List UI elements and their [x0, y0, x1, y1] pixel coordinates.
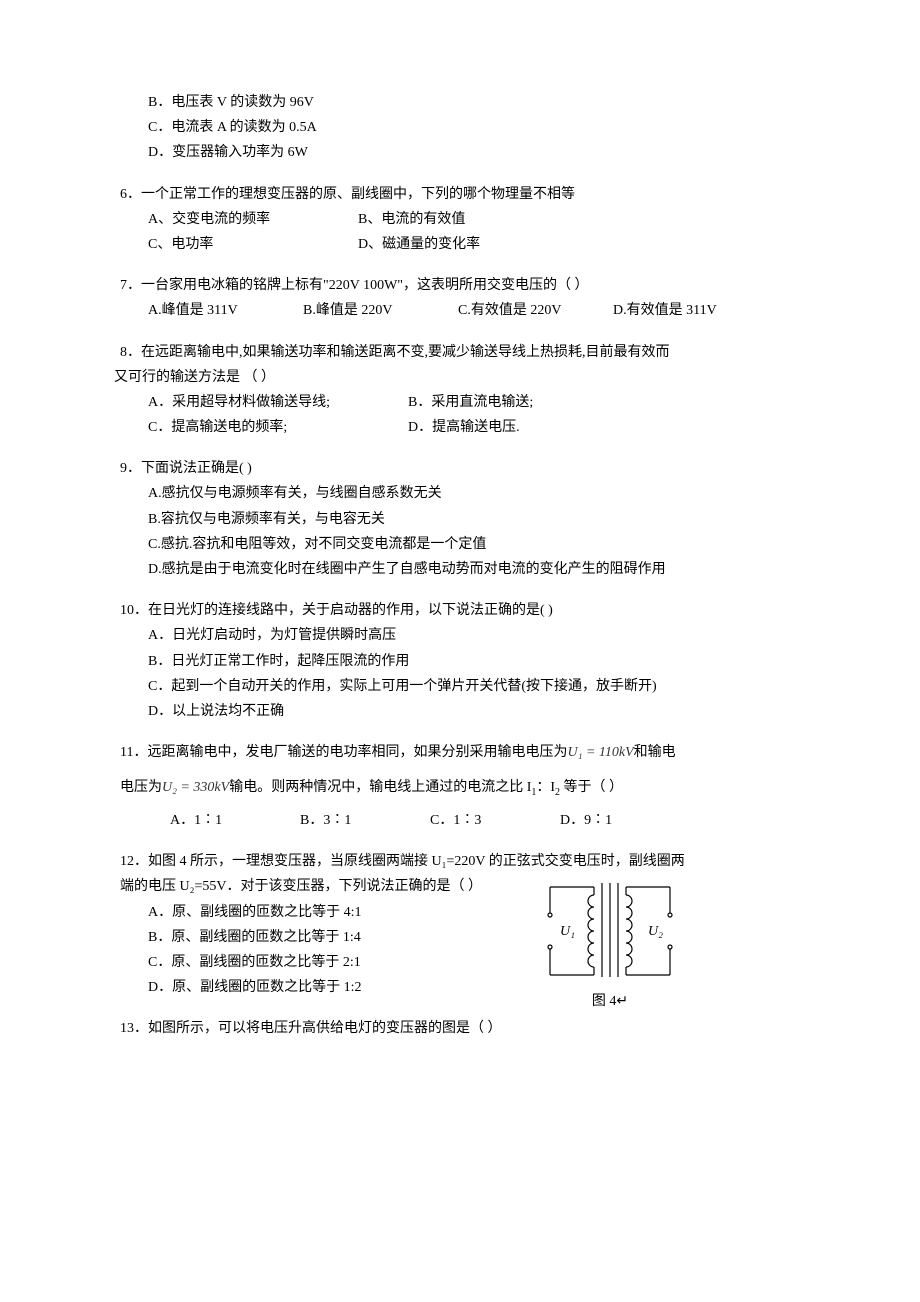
q9-stem: 9．下面说法正确是( ) [120, 456, 810, 481]
fig-u2-label: U₂ [648, 924, 663, 939]
q8-option-a: A．采用超导材料做输送导线; [148, 390, 408, 415]
q7-option-b: B.峰值是 220V [303, 298, 458, 323]
q11-stem1b: 和输电 [634, 745, 676, 760]
q7-option-c: C.有效值是 220V [458, 298, 613, 323]
q6-option-d: D、磁通量的变化率 [358, 232, 480, 257]
question-9: 9．下面说法正确是( ) A.感抗仅与电源频率有关，与线圈自感系数无关 B.容抗… [120, 456, 810, 582]
transformer-svg: U₁ U₂ [530, 875, 690, 985]
q12-option-c: C．原、副线圈的匝数之比等于 2:1 [148, 950, 810, 975]
q11-stem2c: ：I [536, 780, 555, 795]
q11-option-c: C．1∶3 [430, 808, 560, 833]
q8-option-c: C．提高输送电的频率; [148, 415, 408, 440]
q10-option-b: B．日光灯正常工作时，起降压限流的作用 [148, 649, 810, 674]
q11-u1: U₁ = 110kV [567, 745, 633, 760]
q11-option-b: B．3∶1 [300, 808, 430, 833]
question-5-partial: B．电压表 V 的读数为 96V C．电流表 A 的读数为 0.5A D．变压器… [120, 90, 810, 166]
q10-option-a: A．日光灯启动时，为灯管提供瞬时高压 [148, 623, 810, 648]
question-12: 12．如图 4 所示，一理想变压器，当原线圈两端接 U₁=220V 的正弦式交变… [120, 849, 810, 1000]
question-8: 8．在远距离输电中,如果输送功率和输送距离不变,要减少输送导线上热损耗,目前最有… [120, 340, 810, 441]
q11-option-a: A．1∶1 [170, 808, 300, 833]
q8-option-d: D．提高输送电压. [408, 415, 520, 440]
q11-stem1a: 11．远距离输电中，发电厂输送的电功率相同，如果分别采用输电电压为 [120, 745, 567, 760]
q10-stem: 10．在日光灯的连接线路中，关于启动器的作用，以下说法正确的是( ) [120, 598, 810, 623]
q11-stem2a: 电压为 [120, 780, 162, 795]
q5-option-d: D．变压器输入功率为 6W [148, 140, 810, 165]
q12-stem-2: 端的电压 U₂=55V．对于该变压器，下列说法正确的是（ ） [120, 874, 810, 899]
q8-option-b: B．采用直流电输送; [408, 390, 533, 415]
q11-stem2b: 输电。则两种情况中，输电线上通过的电流之比 I [229, 780, 531, 795]
q6-option-c: C、电功率 [148, 232, 358, 257]
q12-option-d: D．原、副线圈的匝数之比等于 1:2 [148, 975, 810, 1000]
q9-option-a: A.感抗仅与电源频率有关，与线圈自感系数无关 [148, 481, 810, 506]
q9-option-c: C.感抗.容抗和电阻等效，对不同交变电流都是一个定值 [148, 532, 810, 557]
q13-stem: 13．如图所示，可以将电压升高供给电灯的变压器的图是（ ） [120, 1016, 810, 1041]
question-13: 13．如图所示，可以将电压升高供给电灯的变压器的图是（ ） [120, 1016, 810, 1041]
question-6: 6．一个正常工作的理想变压器的原、副线圈中，下列的哪个物理量不相等 A、交变电流… [120, 182, 810, 258]
q11-option-d: D．9∶1 [560, 808, 690, 833]
q12-stem-1: 12．如图 4 所示，一理想变压器，当原线圈两端接 U₁=220V 的正弦式交变… [120, 849, 810, 874]
figure-4-label: 图 4↵ [520, 989, 700, 1014]
q8-stem-2: 又可行的输送方法是 （ ） [114, 365, 810, 390]
q6-option-a: A、交变电流的频率 [148, 207, 358, 232]
q6-option-b: B、电流的有效值 [358, 207, 465, 232]
question-10: 10．在日光灯的连接线路中，关于启动器的作用，以下说法正确的是( ) A．日光灯… [120, 598, 810, 724]
q5-option-b: B．电压表 V 的读数为 96V [148, 90, 810, 115]
q10-option-d: D．以上说法均不正确 [148, 699, 810, 724]
question-7: 7．一台家用电冰箱的铭牌上标有"220V 100W"，这表明所用交变电压的（ ）… [120, 273, 810, 323]
transformer-figure: U₁ U₂ 图 4↵ [520, 875, 700, 1014]
q6-stem: 6．一个正常工作的理想变压器的原、副线圈中，下列的哪个物理量不相等 [120, 182, 810, 207]
q9-option-d: D.感抗是由于电流变化时在线圈中产生了自感电动势而对电流的变化产生的阻碍作用 [148, 557, 810, 582]
q11-stem-line1: 11．远距离输电中，发电厂输送的电功率相同，如果分别采用输电电压为U₁ = 11… [120, 740, 810, 765]
q7-stem: 7．一台家用电冰箱的铭牌上标有"220V 100W"，这表明所用交变电压的（ ） [120, 273, 810, 298]
q11-u2: U₂ = 330kV [162, 780, 229, 795]
question-11: 11．远距离输电中，发电厂输送的电功率相同，如果分别采用输电电压为U₁ = 11… [120, 740, 810, 833]
q11-stem2d: 等于（ ） [560, 780, 623, 795]
q7-option-a: A.峰值是 311V [148, 298, 303, 323]
q5-option-c: C．电流表 A 的读数为 0.5A [148, 115, 810, 140]
q12-option-a: A．原、副线圈的匝数之比等于 4:1 [148, 900, 810, 925]
q10-option-c: C．起到一个自动开关的作用，实际上可用一个弹片开关代替(按下接通，放手断开) [148, 674, 810, 699]
q11-stem-line2: 电压为U₂ = 330kV输电。则两种情况中，输电线上通过的电流之比 I1：I2… [120, 775, 810, 802]
q9-option-b: B.容抗仅与电源频率有关，与电容无关 [148, 507, 810, 532]
q8-stem-1: 8．在远距离输电中,如果输送功率和输送距离不变,要减少输送导线上热损耗,目前最有… [120, 340, 810, 365]
fig-u1-label: U₁ [560, 924, 575, 939]
q7-option-d: D.有效值是 311V [613, 298, 768, 323]
q12-option-b: B．原、副线圈的匝数之比等于 1:4 [148, 925, 810, 950]
